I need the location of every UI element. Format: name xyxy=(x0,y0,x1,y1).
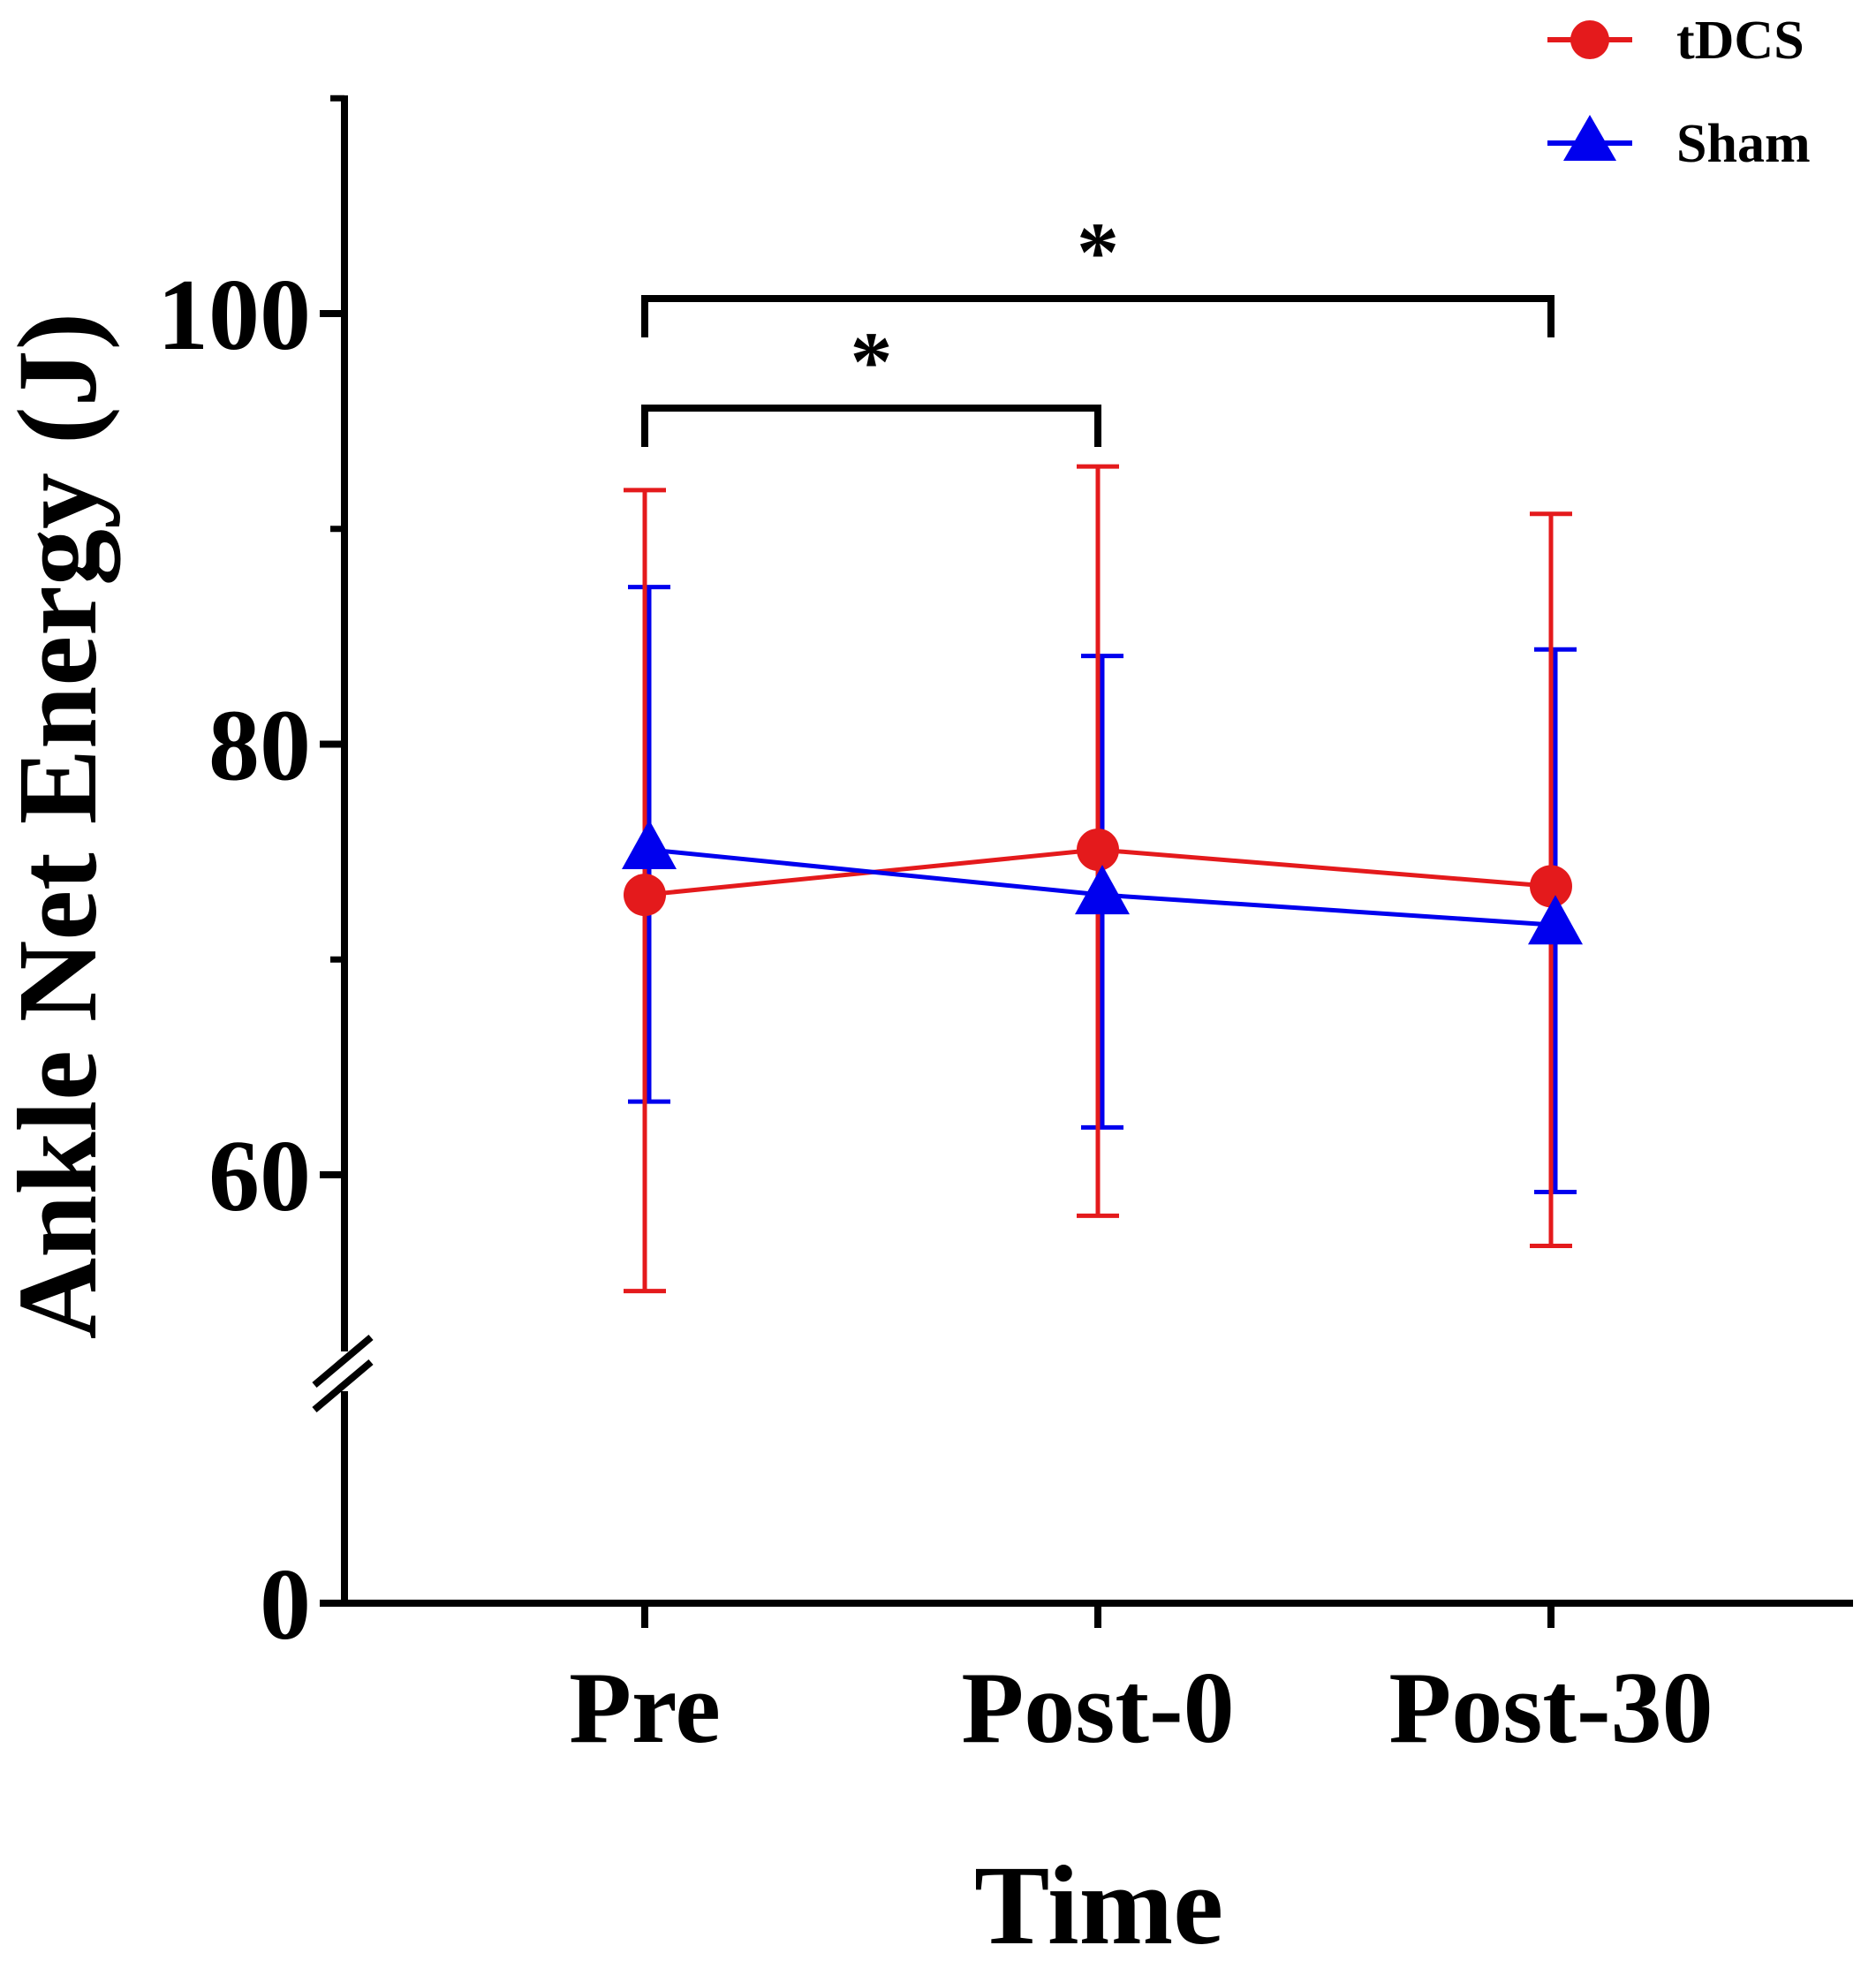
data-point-sham-post-0 xyxy=(1075,865,1130,915)
legend-label-tdcs: tDCS xyxy=(1676,11,1804,71)
y-tick-label-80: 80 xyxy=(208,690,311,803)
data-point-tdcs-pre xyxy=(624,874,666,917)
x-tick-label-post-30: Post-30 xyxy=(1388,1652,1713,1765)
y-ticks: 0 60 80 100 xyxy=(157,95,344,1661)
significance-star-1: * xyxy=(1077,205,1119,299)
x-tick-label-post-0: Post-0 xyxy=(961,1652,1234,1765)
x-axis-title: Time xyxy=(974,1843,1223,1968)
data-point-sham-pre xyxy=(622,819,677,869)
series-layer xyxy=(622,464,1583,1294)
y-tick-label-60: 60 xyxy=(208,1120,311,1233)
x-tick-label-pre: Pre xyxy=(569,1652,721,1765)
significance-bracket-2 xyxy=(641,405,1101,447)
axis-break-mark-1 xyxy=(312,1334,374,1389)
significance-bracket-1 xyxy=(641,295,1555,337)
legend: tDCS Sham xyxy=(1547,11,1811,174)
legend-marker-sham xyxy=(1563,115,1616,161)
y-tick-label-100: 100 xyxy=(157,259,311,372)
y-tick-label-0: 0 xyxy=(260,1548,311,1661)
data-point-sham-post-30 xyxy=(1528,895,1583,945)
legend-label-sham: Sham xyxy=(1676,114,1811,174)
data-point-tdcs-post-0 xyxy=(1077,828,1119,871)
significance-star-2: * xyxy=(851,314,893,409)
x-ticks: Pre Post-0 Post-30 xyxy=(569,1603,1713,1765)
axis-break-mark-2 xyxy=(312,1359,374,1413)
significance-brackets: ** xyxy=(641,205,1555,447)
legend-marker-tdcs xyxy=(1570,20,1609,59)
data-point-tdcs-post-30 xyxy=(1530,865,1572,908)
y-axis-title: Ankle Net Energy (J) xyxy=(0,313,120,1340)
